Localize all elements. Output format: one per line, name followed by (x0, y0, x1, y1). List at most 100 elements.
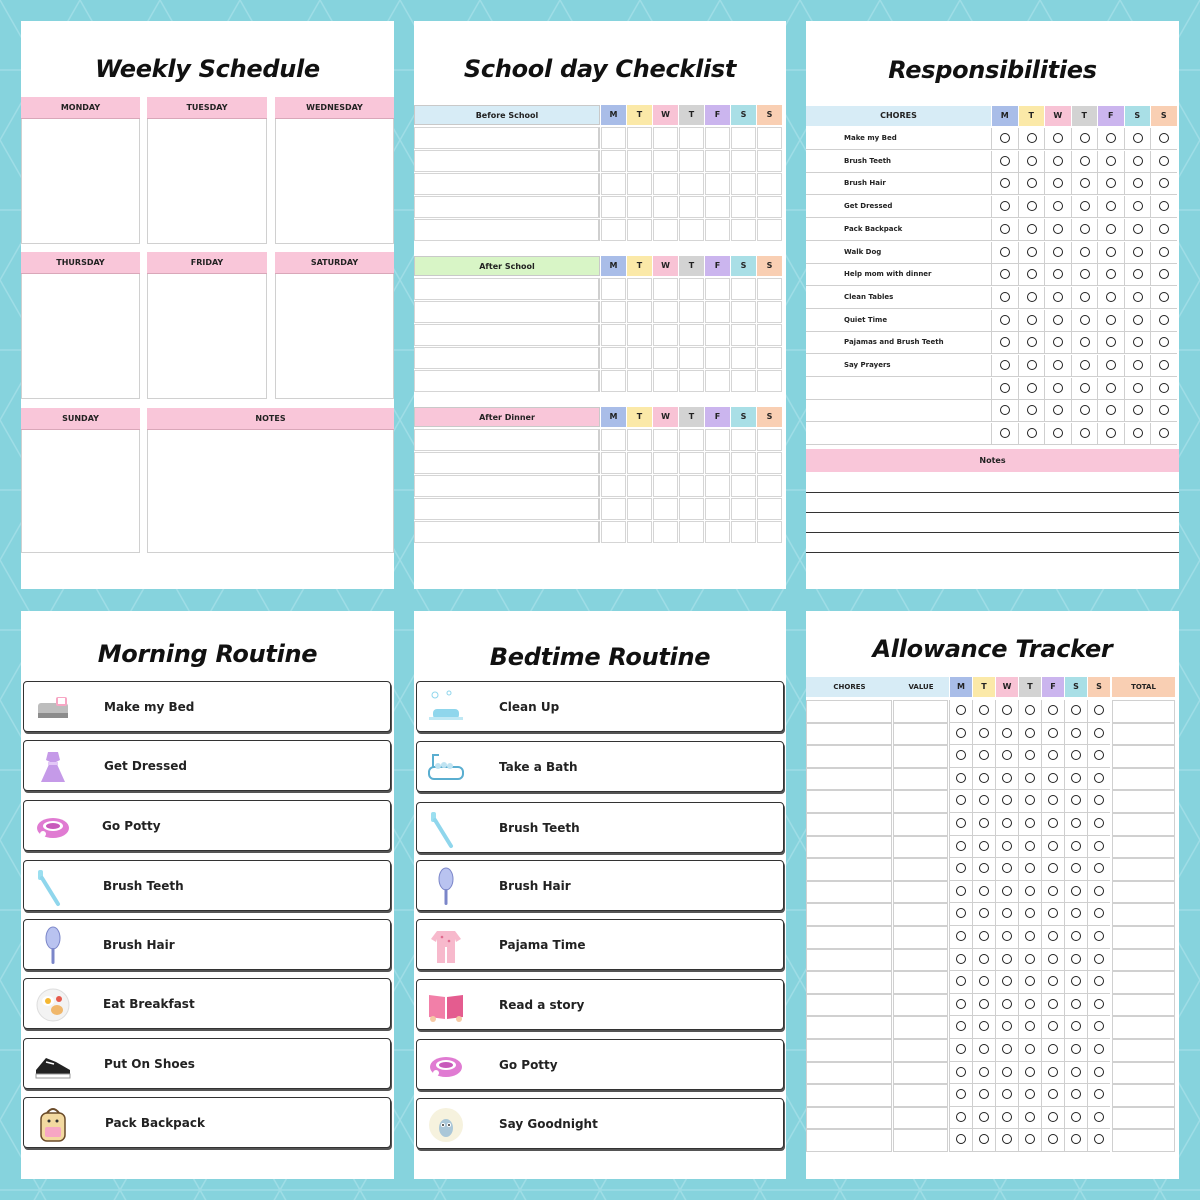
checkbox-circle[interactable] (1025, 1134, 1035, 1145)
routine-card[interactable]: Brush Hair (23, 919, 391, 970)
checkbox-circle[interactable] (979, 863, 989, 874)
chore-cell[interactable] (806, 993, 892, 1017)
checkbox-circle[interactable] (1025, 953, 1035, 964)
checkbox-circle[interactable] (956, 1066, 966, 1077)
check-cell[interactable] (705, 347, 730, 369)
check-cell[interactable] (679, 173, 704, 195)
checkbox-circle[interactable] (979, 1044, 989, 1054)
checkbox-circle[interactable] (1000, 382, 1010, 393)
checkbox-circle[interactable] (1132, 314, 1143, 325)
routine-card[interactable]: Pack Backpack (23, 1097, 391, 1148)
chore-cell[interactable] (806, 790, 892, 813)
checkbox-circle[interactable] (1048, 818, 1058, 828)
check-cell[interactable] (705, 498, 730, 520)
value-cell[interactable] (893, 813, 948, 836)
checkbox-circle[interactable] (1002, 1021, 1012, 1032)
check-cell[interactable] (627, 324, 652, 346)
total-cell[interactable] (1112, 993, 1175, 1017)
checkbox-circle[interactable] (1002, 1044, 1012, 1054)
task-cell[interactable] (414, 429, 600, 451)
checkbox-circle[interactable] (1079, 428, 1090, 439)
checkbox-circle[interactable] (1002, 998, 1012, 1009)
task-cell[interactable] (414, 370, 600, 392)
checkbox-circle[interactable] (1026, 314, 1037, 325)
check-cell[interactable] (705, 429, 730, 451)
checkbox-circle[interactable] (1025, 840, 1035, 851)
checkbox-circle[interactable] (1048, 1021, 1058, 1032)
chore-cell[interactable] (806, 722, 892, 746)
checkbox-circle[interactable] (979, 908, 989, 919)
checkbox-circle[interactable] (1106, 133, 1116, 143)
checkbox-circle[interactable] (1079, 223, 1090, 234)
checkbox-circle[interactable] (1026, 246, 1037, 257)
checkbox-circle[interactable] (1071, 705, 1081, 715)
value-cell[interactable] (893, 835, 948, 859)
checkbox-circle[interactable] (1053, 133, 1063, 143)
checkbox-circle[interactable] (1053, 178, 1063, 189)
value-cell[interactable] (893, 880, 948, 904)
routine-card[interactable]: Put On Shoes (23, 1038, 391, 1089)
checkbox-circle[interactable] (1106, 291, 1116, 302)
check-cell[interactable] (731, 370, 756, 392)
checkbox-circle[interactable] (979, 931, 989, 941)
checkbox-circle[interactable] (1071, 1111, 1081, 1122)
checkbox-circle[interactable] (1048, 998, 1058, 1009)
check-cell[interactable] (601, 475, 626, 497)
check-cell[interactable] (705, 301, 730, 323)
checkbox-circle[interactable] (1048, 885, 1058, 896)
check-cell[interactable] (627, 127, 652, 149)
checkbox-circle[interactable] (1079, 269, 1090, 280)
checkbox-circle[interactable] (956, 976, 966, 987)
checkbox-circle[interactable] (1048, 1111, 1058, 1122)
check-cell[interactable] (705, 150, 730, 172)
check-cell[interactable] (757, 301, 782, 323)
total-cell[interactable] (1112, 722, 1175, 746)
checkbox-circle[interactable] (1106, 360, 1116, 370)
value-cell[interactable] (893, 1084, 948, 1107)
checkbox-circle[interactable] (1000, 405, 1010, 416)
check-cell[interactable] (679, 278, 704, 300)
checkbox-circle[interactable] (1025, 976, 1035, 987)
checkbox-circle[interactable] (1002, 795, 1012, 806)
checkbox-circle[interactable] (1079, 291, 1090, 302)
checkbox-circle[interactable] (1071, 908, 1081, 919)
checkbox-circle[interactable] (1025, 908, 1035, 919)
task-cell[interactable] (414, 475, 600, 497)
routine-card[interactable]: Say Goodnight (416, 1098, 784, 1149)
check-cell[interactable] (653, 324, 678, 346)
checkbox-circle[interactable] (1053, 314, 1063, 325)
checkbox-circle[interactable] (979, 750, 989, 761)
checkbox-circle[interactable] (1094, 885, 1104, 896)
checkbox-circle[interactable] (1159, 405, 1169, 416)
task-cell[interactable] (414, 127, 600, 149)
task-cell[interactable] (414, 498, 600, 520)
checkbox-circle[interactable] (1026, 178, 1037, 189)
check-cell[interactable] (679, 150, 704, 172)
checkbox-circle[interactable] (1106, 314, 1116, 325)
checkbox-circle[interactable] (1053, 405, 1063, 416)
checkbox-circle[interactable] (1094, 931, 1104, 941)
checkbox-circle[interactable] (1159, 133, 1169, 143)
checkbox-circle[interactable] (956, 750, 966, 761)
check-cell[interactable] (627, 219, 652, 241)
check-cell[interactable] (705, 324, 730, 346)
total-cell[interactable] (1112, 858, 1175, 881)
checkbox-circle[interactable] (1094, 1021, 1104, 1032)
checkbox-circle[interactable] (1106, 337, 1116, 348)
task-cell[interactable] (414, 219, 600, 241)
checkbox-circle[interactable] (1159, 201, 1169, 212)
checkbox-circle[interactable] (1094, 727, 1104, 738)
chore-cell[interactable] (806, 926, 892, 949)
checkbox-circle[interactable] (1132, 133, 1143, 143)
checkbox-circle[interactable] (1106, 382, 1116, 393)
checkbox-circle[interactable] (1053, 337, 1063, 348)
checkbox-circle[interactable] (1002, 727, 1012, 738)
checkbox-circle[interactable] (1048, 727, 1058, 738)
check-cell[interactable] (627, 278, 652, 300)
checkbox-circle[interactable] (1071, 998, 1081, 1009)
checkbox-circle[interactable] (1159, 291, 1169, 302)
check-cell[interactable] (757, 498, 782, 520)
value-cell[interactable] (893, 1039, 948, 1062)
check-cell[interactable] (601, 521, 626, 543)
total-cell[interactable] (1112, 1061, 1175, 1085)
